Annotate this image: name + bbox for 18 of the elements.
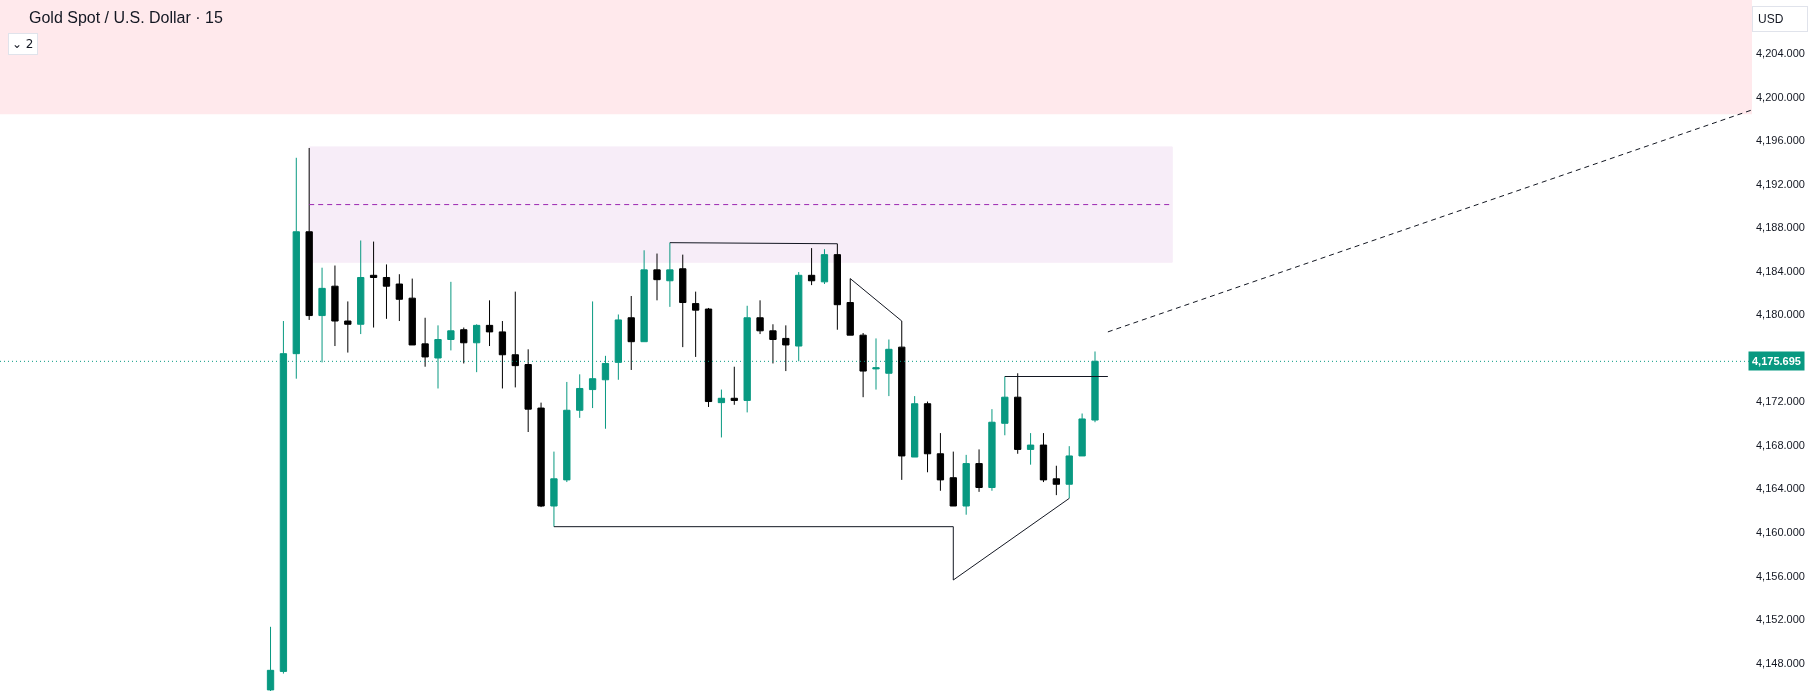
y-tick-label: 4,184.000 [1756, 264, 1805, 277]
y-tick-label: 4,168.000 [1756, 438, 1805, 451]
y-axis-title: USD [1758, 12, 1784, 26]
y-tick-label: 4,148.000 [1756, 656, 1805, 669]
y-tick-label: 4,156.000 [1756, 569, 1805, 582]
y-tick-label: 4,180.000 [1756, 308, 1805, 321]
y-tick-label: 4,160.000 [1756, 525, 1805, 538]
y-tick-label: 4,192.000 [1756, 177, 1805, 190]
y-tick-label: 4,204.000 [1756, 47, 1805, 60]
y-tick-label: 4,152.000 [1756, 613, 1805, 626]
y-tick-label: 4,164.000 [1756, 482, 1805, 495]
annotation: ⌄ 2 [12, 37, 34, 51]
y-tick-label: 4,200.000 [1756, 90, 1805, 103]
y-tick-label: 4,188.000 [1756, 221, 1805, 234]
y-tick-label: 4,196.000 [1756, 134, 1805, 147]
y-tick-label: 4,172.000 [1756, 395, 1805, 408]
ref-line-label: 4,175.695 [1752, 355, 1801, 367]
text: Gold Spot / U.S. Dollar · 15 [29, 8, 223, 26]
